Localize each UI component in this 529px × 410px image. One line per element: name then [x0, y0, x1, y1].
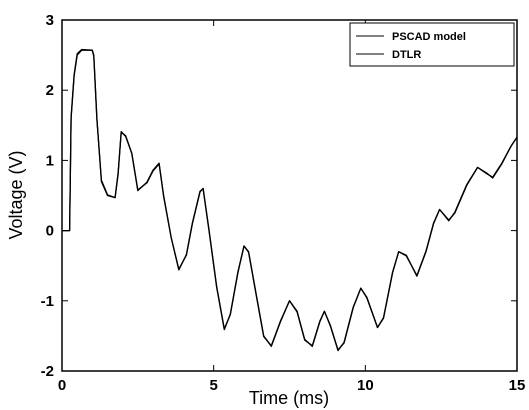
x-tick-label: 10 — [357, 377, 374, 394]
x-tick-label: 5 — [209, 377, 217, 394]
y-tick-label: 1 — [46, 152, 54, 169]
plot-frame — [61, 19, 518, 372]
y-tick-label: 3 — [46, 12, 54, 29]
y-tick-label: 2 — [46, 82, 54, 99]
x-tick-label: 15 — [509, 377, 526, 394]
y-tick-label: -1 — [41, 293, 54, 310]
y-tick-label: -2 — [41, 363, 54, 380]
y-tick-label: 0 — [46, 223, 54, 240]
legend: PSCAD model DTLR — [349, 22, 515, 67]
x-axis-label: Time (ms) — [249, 388, 329, 408]
series-line-dtlr — [62, 48, 518, 352]
series-lines — [62, 48, 518, 352]
x-tick-label: 0 — [58, 377, 66, 394]
legend-label-pscad: PSCAD model — [392, 31, 466, 43]
tick-label-group: 0 5 10 15 -2 -1 0 1 2 3 — [41, 12, 526, 394]
legend-label-dtlr: DTLR — [392, 49, 421, 61]
y-axis-label: Voltage (V) — [6, 150, 26, 239]
legend-box — [349, 22, 515, 67]
